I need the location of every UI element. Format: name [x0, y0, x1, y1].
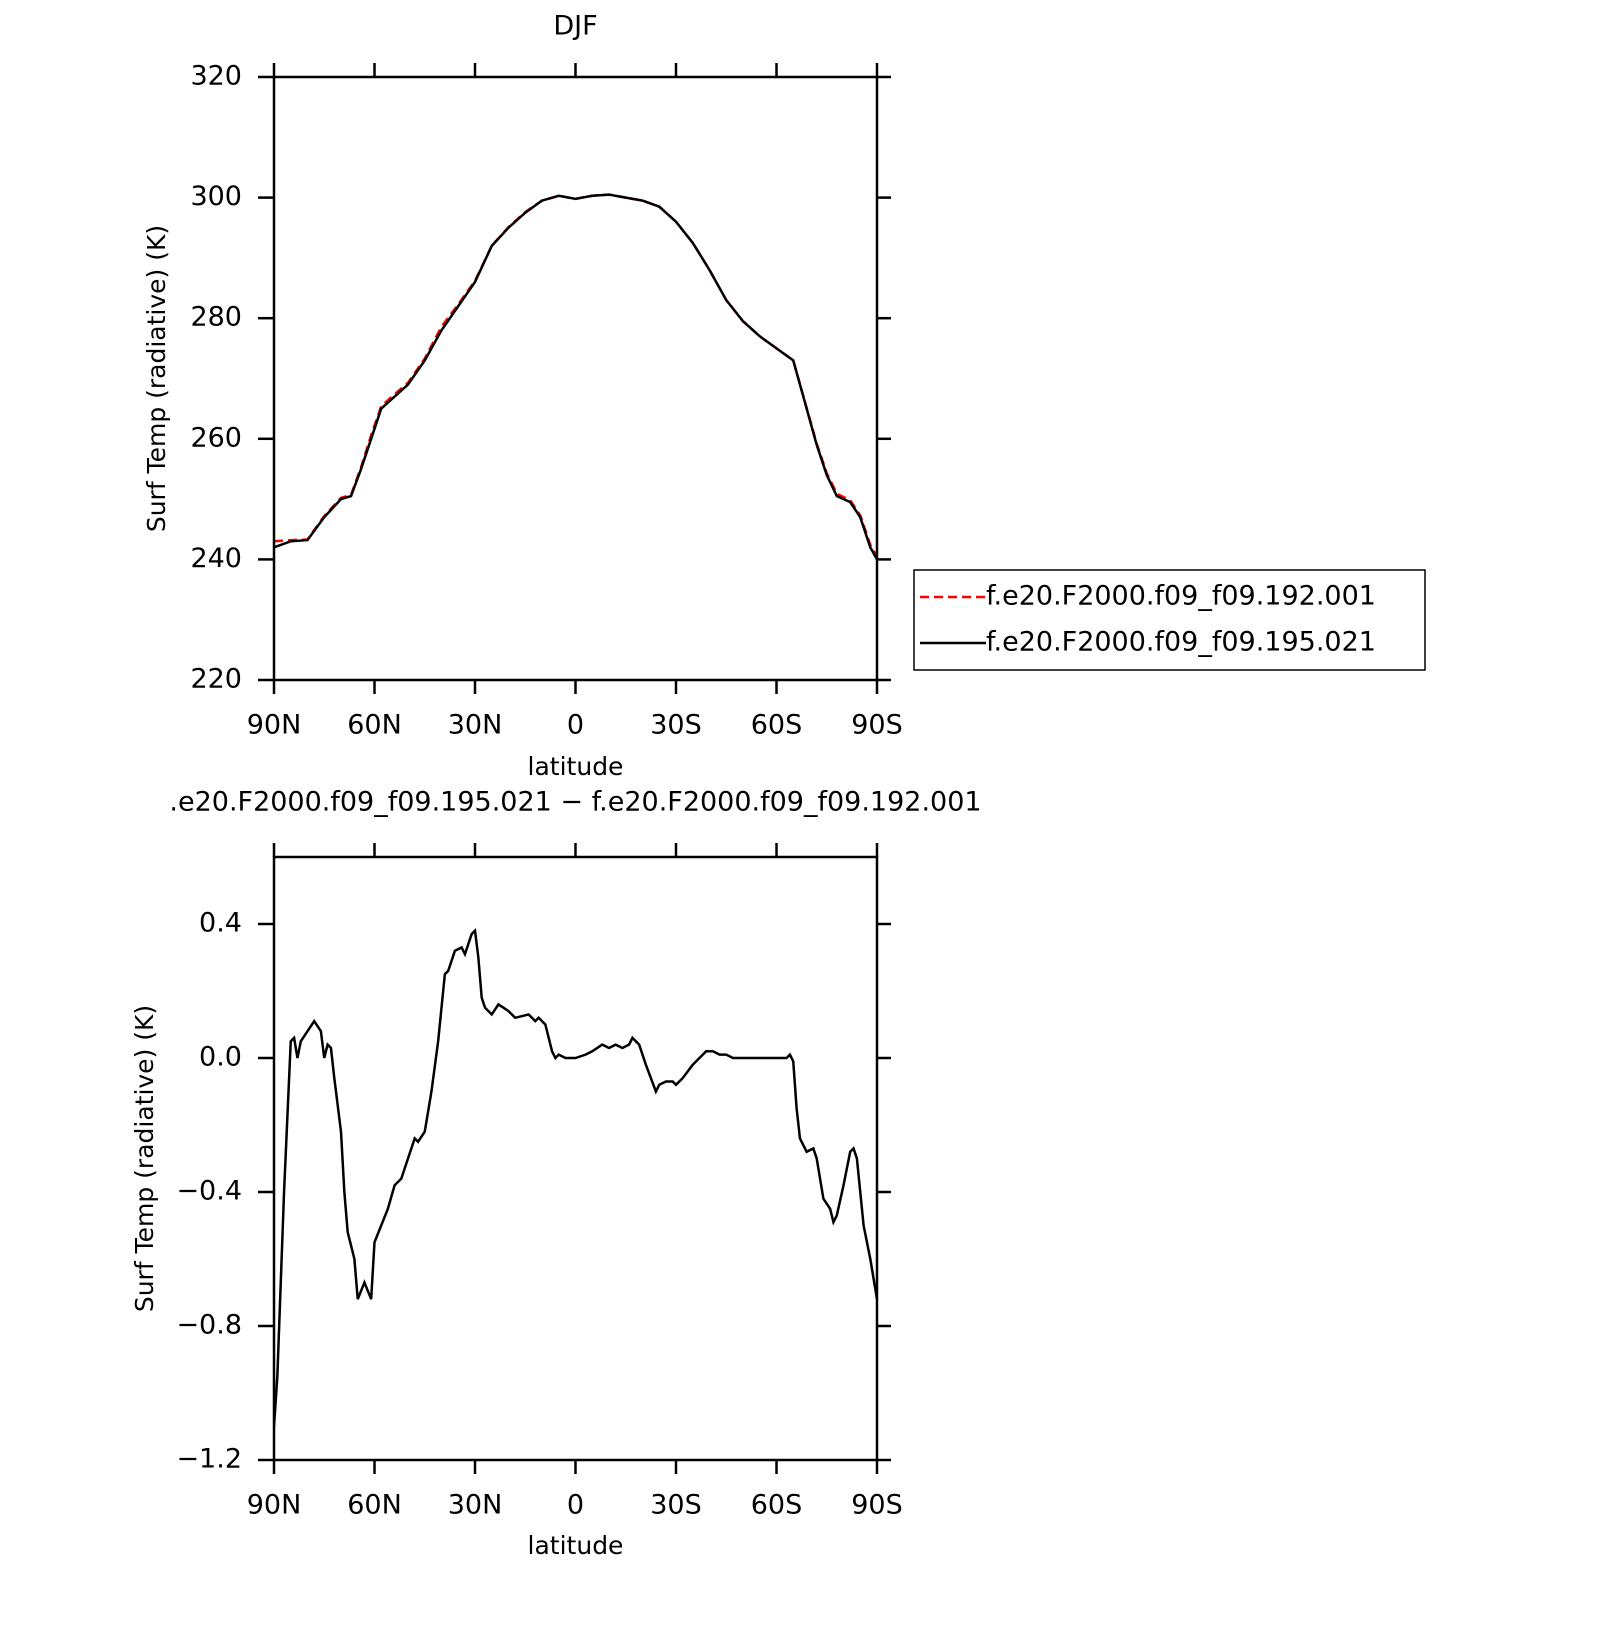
x-tick-label: 90N	[247, 710, 302, 741]
x-tick-label: 90S	[851, 1490, 903, 1521]
chart-title: DJF	[553, 11, 597, 42]
y-tick-label: −0.8	[176, 1310, 242, 1341]
x-tick-label: 30N	[448, 1490, 503, 1521]
plot-frame	[272, 855, 879, 1462]
x-tick-label: 0	[567, 1490, 584, 1521]
x-tick-label: 60S	[751, 1490, 803, 1521]
x-tick-label: 90N	[247, 1490, 302, 1521]
x-axis-label: latitude	[528, 1531, 624, 1560]
y-tick-label: −0.4	[176, 1176, 242, 1207]
y-tick-label: 220	[190, 664, 242, 695]
y-tick-label: 320	[190, 61, 242, 92]
plot-frame	[272, 75, 879, 682]
x-tick-label: 30N	[448, 710, 503, 741]
legend-box	[913, 569, 1426, 671]
x-tick-label: 0	[567, 710, 584, 741]
x-tick-label: 60N	[347, 710, 402, 741]
legend-label: f.e20.F2000.f09_f09.192.001	[986, 581, 1376, 612]
y-tick-label: 260	[190, 422, 242, 453]
legend-label: f.e20.F2000.f09_f09.195.021	[986, 627, 1376, 658]
x-tick-label: 60S	[751, 710, 803, 741]
x-axis-label: latitude	[528, 752, 624, 781]
y-axis-label: Surf Temp (radiative) (K)	[130, 1005, 159, 1312]
x-tick-label: 60N	[347, 1490, 402, 1521]
data-line	[274, 193, 877, 558]
y-tick-label: −1.2	[176, 1444, 242, 1475]
y-tick-label: 240	[190, 543, 242, 574]
x-tick-label: 30S	[650, 710, 702, 741]
x-tick-label: 90S	[851, 710, 903, 741]
y-axis-label: Surf Temp (radiative) (K)	[142, 225, 171, 532]
y-tick-label: 280	[190, 302, 242, 333]
y-tick-label: 0.0	[199, 1042, 242, 1073]
data-line	[274, 193, 877, 561]
data-line	[274, 928, 877, 1427]
chart-title: .e20.F2000.f09_f09.195.021 − f.e20.F2000…	[169, 787, 981, 818]
x-tick-label: 30S	[650, 1490, 702, 1521]
y-tick-label: 300	[190, 181, 242, 212]
y-tick-label: 0.4	[199, 908, 242, 939]
